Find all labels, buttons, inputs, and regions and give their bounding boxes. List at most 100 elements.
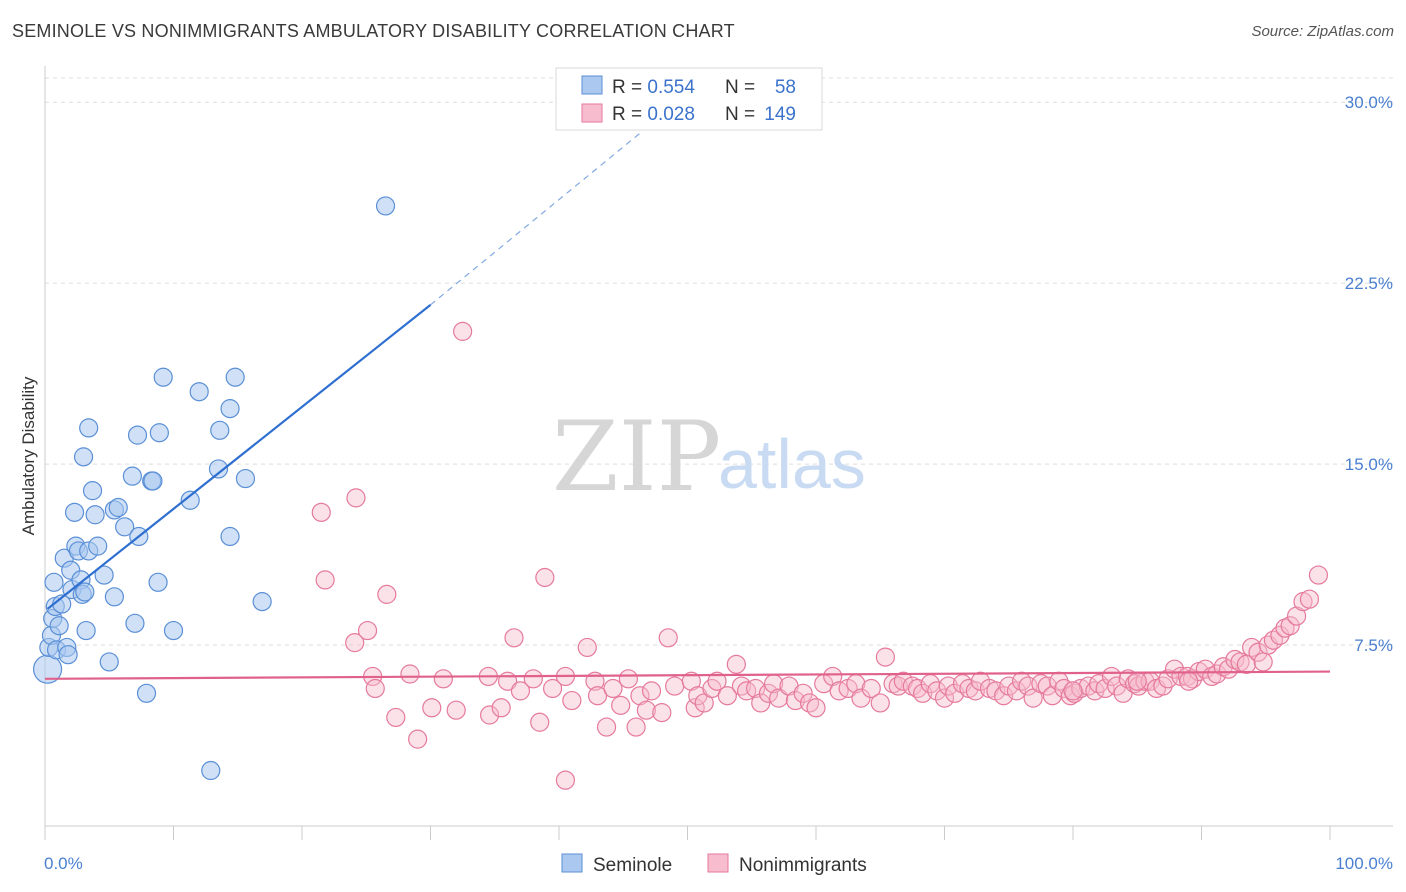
nonimmigrants-point [945, 683, 965, 703]
seminole-point [235, 468, 256, 489]
legend-n-value-2: 149 [764, 104, 796, 125]
seminole-point [201, 760, 221, 781]
nonimmigrants-point [555, 770, 576, 790]
nonimmigrants-point [504, 628, 524, 648]
nonimmigrants-point [1253, 652, 1273, 672]
nonimmigrants-point [535, 567, 555, 588]
legend-r-label-1: R = [612, 77, 647, 98]
legend-swatch-nonimmigrants [581, 103, 603, 123]
chart-source: Source: ZipAtlas.com [1251, 23, 1394, 40]
nonimmigrants-point [875, 647, 895, 667]
nonimmigrants-point [652, 703, 672, 723]
y-tick-label: 30.0% [1345, 93, 1393, 112]
y-axis-title: Ambulatory Disability [19, 376, 38, 535]
seminole-trend-extension [430, 130, 643, 306]
svg-text:R = 0.554: R = 0.554 [612, 77, 695, 98]
nonimmigrants-point [422, 698, 442, 718]
nonimmigrants-point [523, 669, 543, 689]
nonimmigrants-point [717, 686, 737, 706]
trend-lines [44, 130, 1331, 680]
nonimmigrants-points [311, 321, 1329, 790]
seminole-point [75, 582, 95, 602]
nonimmigrants-point [408, 729, 428, 749]
nonimmigrants-point [1063, 681, 1083, 701]
legend-r-label-2: R = [612, 104, 647, 125]
nonimmigrants-point [793, 683, 813, 703]
nonimmigrants-point [577, 637, 597, 658]
nonimmigrants-point [311, 502, 331, 522]
bottom-legend-swatch-seminole [561, 853, 583, 873]
nonimmigrants-point [938, 676, 958, 696]
nonimmigrants-point [453, 321, 473, 341]
nonimmigrants-point [685, 698, 705, 718]
x-tick-labels: 0.0% 100.0% [44, 854, 1393, 873]
seminole-point [79, 418, 99, 438]
legend-n-label-1: N = [725, 77, 755, 98]
nonimmigrants-point [611, 695, 631, 715]
seminole-point [85, 505, 105, 525]
seminole-point [143, 471, 163, 491]
seminole-point [127, 425, 148, 445]
legend-r-value-2: 0.028 [647, 104, 695, 125]
seminole-point [163, 620, 184, 641]
nonimmigrants-point [1095, 678, 1115, 699]
nonimmigrants-point [913, 683, 933, 703]
seminole-point [122, 466, 142, 486]
svg-text:N =: N = [725, 104, 755, 125]
seminole-point [375, 196, 396, 216]
seminole-point [88, 536, 108, 556]
nonimmigrants-point [861, 678, 881, 699]
nonimmigrants-point [345, 633, 365, 653]
nonimmigrants-point [542, 678, 563, 699]
seminole-point [149, 423, 169, 443]
nonimmigrants-point [658, 628, 678, 648]
nonimmigrants-point [315, 570, 335, 590]
watermark-atlas: atlas [718, 425, 866, 503]
bottom-legend-seminole: Seminole [593, 855, 672, 876]
watermark-zip: ZIP [552, 401, 721, 513]
seminole-point [73, 447, 94, 467]
seminole-point [82, 481, 103, 501]
seminole-point [125, 613, 145, 633]
nonimmigrants-point [377, 584, 397, 604]
nonimmigrants-point [1275, 618, 1295, 638]
seminole-points [32, 196, 396, 781]
seminole-point [148, 572, 168, 592]
nonimmigrants-point [1280, 616, 1300, 636]
seminole-point [180, 490, 200, 510]
legend-n-value-1: 58 [775, 77, 796, 98]
legend-swatch-seminole [581, 75, 603, 95]
legend-n-label-2: N = [725, 104, 755, 125]
nonimmigrants-point [746, 678, 766, 699]
seminole-point [99, 652, 119, 672]
nonimmigrants-point [491, 698, 511, 718]
watermark: ZIP atlas [552, 401, 866, 513]
nonimmigrants-point [1179, 671, 1199, 691]
seminole-point [108, 497, 128, 518]
nonimmigrants-point [510, 681, 531, 701]
nonimmigrants-point [446, 700, 466, 720]
seminole-point [189, 382, 209, 402]
nonimmigrants-point [707, 671, 727, 691]
nonimmigrants-point [596, 717, 617, 737]
legend-r-value-1: 0.554 [647, 77, 695, 98]
nonimmigrants-point [618, 669, 638, 689]
series-legend: Seminole Nonimmigrants [561, 853, 867, 876]
seminole-point [44, 572, 64, 592]
nonimmigrants-point [994, 686, 1014, 706]
svg-text:N =: N = [725, 77, 755, 98]
axes [44, 66, 1393, 827]
nonimmigrants-point [965, 681, 985, 701]
nonimmigrants-point [433, 669, 453, 689]
bottom-legend-swatch-nonimmigrants [707, 853, 729, 873]
nonimmigrants-point [626, 717, 646, 737]
seminole-point [210, 420, 230, 440]
nonimmigrants-point [636, 700, 656, 720]
nonimmigrants-point [1225, 649, 1245, 670]
seminole-point [94, 565, 114, 585]
nonimmigrants-point [1127, 671, 1147, 691]
nonimmigrants-point [480, 705, 500, 725]
nonimmigrants-point [726, 654, 746, 674]
seminole-point [252, 592, 272, 612]
